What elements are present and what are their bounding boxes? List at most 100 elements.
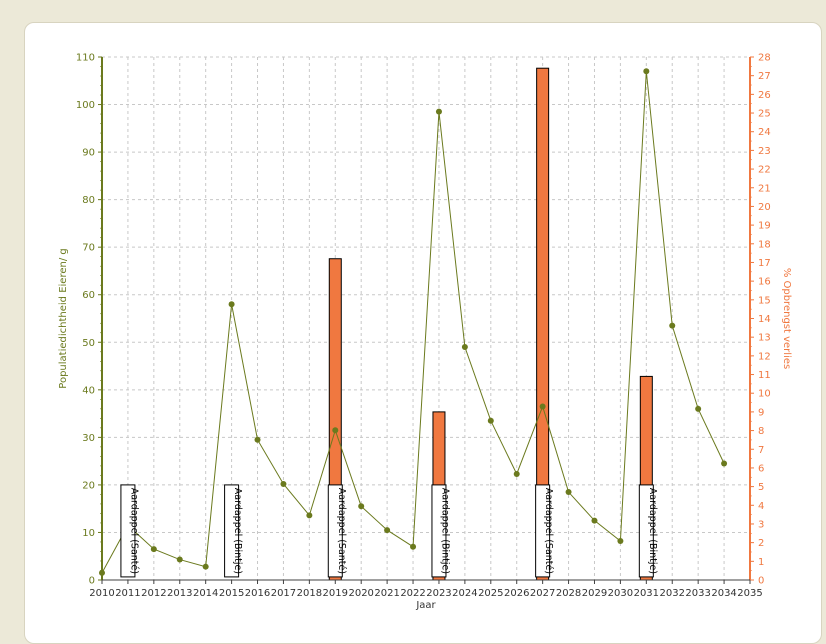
right-tick-label: 24 xyxy=(758,127,771,138)
population-point xyxy=(591,517,598,524)
x-tick-label: 2027 xyxy=(530,588,555,599)
right-tick-label: 27 xyxy=(758,71,771,82)
right-tick-label: 11 xyxy=(758,370,771,381)
population-point xyxy=(332,427,339,434)
right-tick-label: 10 xyxy=(758,389,771,400)
right-tick-label: 9 xyxy=(758,407,764,418)
x-tick-label: 2032 xyxy=(660,588,685,599)
left-tick-label: 100 xyxy=(76,100,95,111)
crop-label-box xyxy=(638,484,654,578)
left-tick-label: 80 xyxy=(82,195,95,206)
population-point xyxy=(280,480,287,487)
population-point xyxy=(384,527,391,534)
x-tick-label: 2030 xyxy=(608,588,633,599)
population-point xyxy=(721,460,728,467)
right-tick-label: 7 xyxy=(758,445,764,456)
chart-panel: Aardappel (Santé) Aardappel (Bintje) Aarda… xyxy=(24,22,822,644)
right-tick-label: 0 xyxy=(758,576,764,587)
x-tick-label: 2013 xyxy=(167,588,192,599)
left-tick-label: 50 xyxy=(82,338,95,349)
right-tick-label: 2 xyxy=(758,538,764,549)
x-tick-label: 2019 xyxy=(323,588,348,599)
x-tick-label: 2011 xyxy=(115,588,140,599)
population-point xyxy=(617,538,624,545)
right-axis: 0123456789101112131415161718192021222324… xyxy=(749,53,771,587)
population-point xyxy=(487,417,494,424)
crop-label: Aardappel (Bintje) xyxy=(439,488,450,574)
x-tick-label: 2017 xyxy=(271,588,296,599)
left-axis-title: Populatiedichtheid Eieren/ g xyxy=(58,248,69,388)
population-point xyxy=(150,546,157,553)
population-point xyxy=(565,489,572,496)
right-tick-label: 4 xyxy=(758,501,764,512)
population-point xyxy=(254,436,261,443)
population-point xyxy=(513,470,520,477)
x-tick-label: 2015 xyxy=(219,588,244,599)
population-point xyxy=(410,543,417,550)
population-point xyxy=(695,405,702,412)
left-tick-label: 40 xyxy=(82,385,95,396)
right-tick-label: 23 xyxy=(758,146,771,157)
right-tick-label: 8 xyxy=(758,426,764,437)
x-tick-label: 2021 xyxy=(374,588,399,599)
right-tick-label: 21 xyxy=(758,183,771,194)
crop-label: Aardappel (Bintje) xyxy=(232,488,243,574)
crop-label-box xyxy=(224,484,240,578)
crop-label: Aardappel (Bintje) xyxy=(647,488,658,574)
x-axis-title: Jaar xyxy=(415,600,436,611)
x-tick-label: 2018 xyxy=(297,588,322,599)
yield-chart: Aardappel (Santé) Aardappel (Bintje) Aarda… xyxy=(58,53,792,612)
x-tick-label: 2010 xyxy=(89,588,114,599)
right-tick-label: 15 xyxy=(758,295,771,306)
x-tick-label: 2016 xyxy=(245,588,270,599)
population-point xyxy=(306,512,313,519)
right-tick-label: 12 xyxy=(758,351,771,362)
x-tick-label: 2014 xyxy=(193,588,218,599)
population-point xyxy=(669,322,676,329)
right-tick-label: 25 xyxy=(758,109,771,120)
right-tick-label: 28 xyxy=(758,53,771,64)
right-axis-title: % Opbrengst verlies xyxy=(781,268,792,369)
right-tick-label: 26 xyxy=(758,90,771,101)
right-tick-label: 19 xyxy=(758,221,771,232)
x-tick-label: 2035 xyxy=(737,588,762,599)
x-tick-label: 2025 xyxy=(478,588,503,599)
x-tick-label: 2023 xyxy=(426,588,451,599)
population-point xyxy=(461,344,468,351)
crop-label-box xyxy=(120,484,136,578)
x-tick-label: 2028 xyxy=(556,588,581,599)
right-tick-label: 22 xyxy=(758,165,771,176)
left-axis: 0 10 20 30 40 50 60 70 80 90 100 110 xyxy=(76,53,103,587)
right-tick-label: 20 xyxy=(758,202,771,213)
population-point xyxy=(176,556,183,563)
left-tick-label: 10 xyxy=(82,528,95,539)
right-tick-label: 13 xyxy=(758,333,771,344)
population-point xyxy=(643,68,650,75)
x-tick-label: 2026 xyxy=(504,588,529,599)
x-tick-label: 2034 xyxy=(711,588,736,599)
right-tick-label: 6 xyxy=(758,463,764,474)
population-point xyxy=(435,108,442,115)
right-tick-label: 18 xyxy=(758,239,771,250)
x-tick-label: 2022 xyxy=(400,588,425,599)
x-tick-label: 2020 xyxy=(348,588,373,599)
right-tick-label: 5 xyxy=(758,482,764,493)
left-tick-label: 70 xyxy=(82,243,95,254)
crop-label: Aardappel (Santé) xyxy=(543,488,554,574)
population-point xyxy=(358,503,365,510)
right-tick-label: 14 xyxy=(758,314,771,325)
population-point xyxy=(228,301,235,308)
right-tick-label: 1 xyxy=(758,557,764,568)
right-tick-label: 17 xyxy=(758,258,771,269)
crop-label-box xyxy=(327,484,343,578)
x-axis: 2010 2011 2012 2013 2014 2015 2016 2017 2018 2019… xyxy=(89,579,763,599)
crop-label-box xyxy=(535,484,551,578)
right-tick-label: 3 xyxy=(758,519,764,530)
x-tick-label: 2029 xyxy=(582,588,607,599)
left-tick-label: 30 xyxy=(82,433,95,444)
population-point xyxy=(202,563,209,570)
left-tick-label: 90 xyxy=(82,148,95,159)
crop-label-box xyxy=(431,484,447,578)
x-tick-label: 2031 xyxy=(634,588,659,599)
right-tick-label: 16 xyxy=(758,277,771,288)
